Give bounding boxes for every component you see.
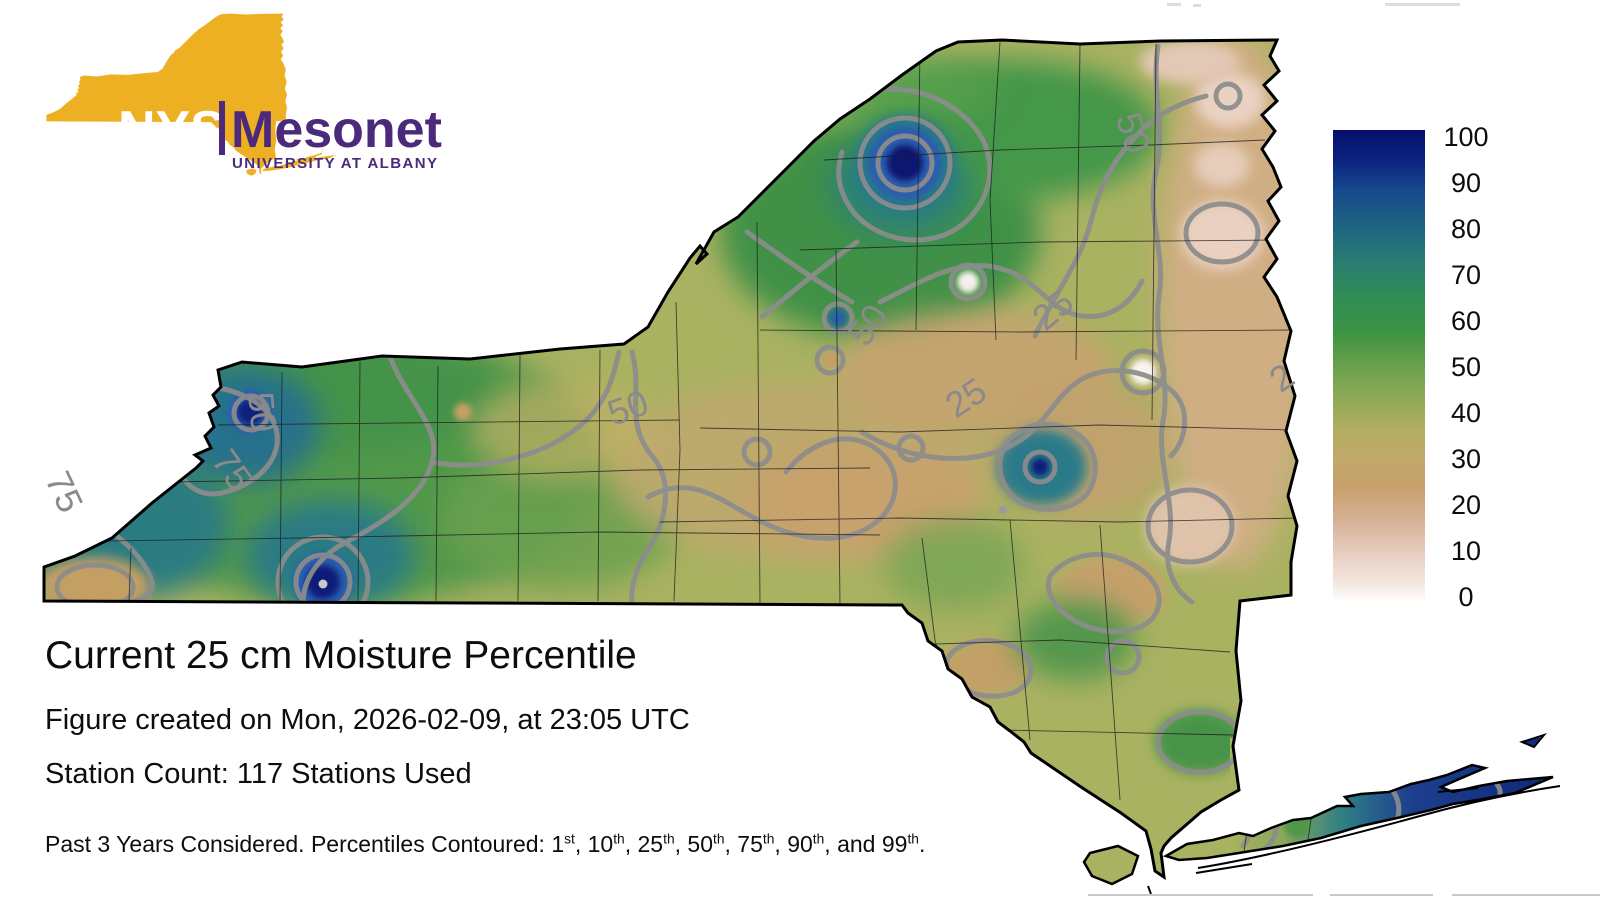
footnote: Past 3 Years Considered. Percentiles Con…: [45, 831, 925, 858]
bottom-artifact-line: [1452, 894, 1600, 896]
colorbar-tick-90: 90: [1450, 168, 1482, 198]
footnote-segment: 99: [881, 831, 908, 857]
footnote-ordinal-suffix: th: [907, 831, 919, 847]
colorbar-tick-40: 40: [1450, 398, 1482, 428]
footnote-ordinal-suffix: th: [713, 831, 725, 847]
footnote-segment: 90: [787, 831, 813, 857]
footnote-ordinal-suffix: th: [663, 831, 675, 847]
colorbar-tick-50: 50: [1450, 352, 1482, 382]
footnote-ordinal-suffix: th: [812, 831, 825, 847]
bottom-artifact-line: [1088, 894, 1313, 896]
bottom-artifact-line: [1330, 894, 1433, 896]
colorbar-tick-100: 100: [1443, 122, 1489, 152]
state-outline: [42, 38, 1561, 895]
county-borders: [44, 41, 1313, 853]
logo-divider-bar: [219, 101, 225, 155]
footnote-segment: ,: [674, 831, 688, 857]
footnote-segment: 1: [551, 831, 565, 857]
colorbar-tick-10: 10: [1450, 536, 1482, 566]
created-timestamp: Figure created on Mon, 2026-02-09, at 23…: [45, 704, 690, 736]
colorbar: [1333, 130, 1425, 600]
footnote-ordinal-suffix: th: [762, 831, 775, 847]
colorbar-tick-70: 70: [1450, 260, 1482, 290]
top-artifact: [1193, 4, 1201, 7]
footnote-segment: 75: [737, 831, 763, 857]
station-count: Station Count: 117 Stations Used: [45, 758, 472, 790]
barrier-island-line: [1197, 785, 1561, 869]
top-artifact: [1385, 3, 1460, 6]
colorbar-tick-20: 20: [1450, 490, 1482, 520]
footnote-segment: 25: [637, 831, 664, 857]
footnote-segment: ,: [774, 831, 788, 857]
colorbar-tick-0: 0: [1458, 582, 1474, 612]
footnote-segment: .: [918, 831, 926, 857]
contour-label-50: 50: [240, 390, 285, 434]
colorbar-tick-80: 80: [1450, 214, 1482, 244]
logo-mesonet-text: Mesonet: [231, 101, 442, 159]
footnote-ordinal-suffix: st: [564, 831, 575, 847]
page-title: Current 25 cm Moisture Percentile: [45, 634, 637, 677]
footnote-segment: ,: [574, 831, 588, 857]
footnote-segment: ,: [724, 831, 738, 857]
logo-nys-text: NYS: [118, 101, 225, 159]
nys-mesonet-logo: NYS Mesonet UNIVERSITY AT ALBANY: [46, 13, 442, 176]
footnote-segment: ,: [624, 831, 638, 857]
footnote-segment: , and: [824, 831, 882, 857]
footnote-ordinal-suffix: th: [613, 831, 625, 847]
logo-university-text: UNIVERSITY AT ALBANY: [232, 155, 438, 172]
footnote-segment: 50: [687, 831, 713, 857]
footnote-segment: Past 3 Years Considered. Percentiles Con…: [45, 831, 552, 857]
colorbar-tick-60: 60: [1450, 306, 1482, 336]
footnote-segment: 10: [587, 831, 614, 857]
top-artifact: [1167, 3, 1181, 6]
colorbar-tick-30: 30: [1450, 444, 1482, 474]
